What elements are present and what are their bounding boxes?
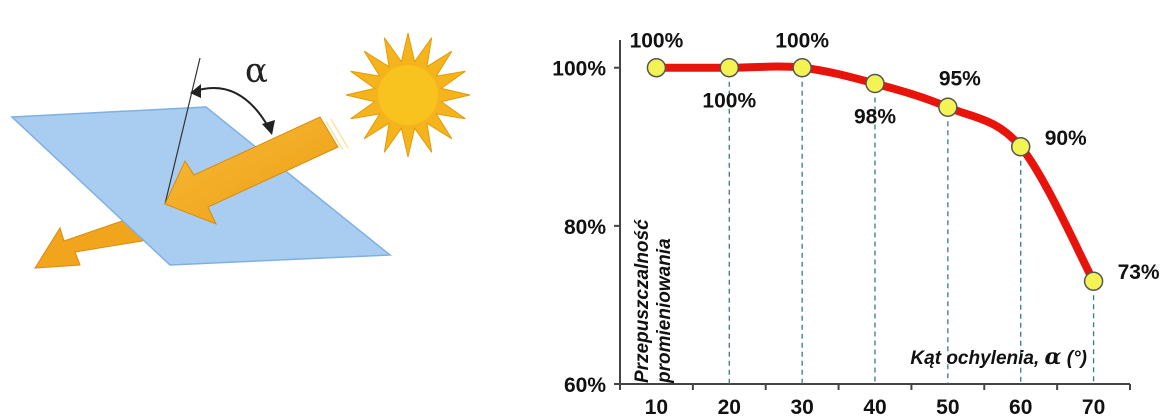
data-point [792,57,812,78]
y-tick-label: 100% [552,58,606,81]
data-point [719,57,740,78]
x-tick-label: 30 [790,396,813,419]
data-label: 95% [939,67,981,90]
y-axis-title-line2: promieniowania [654,238,675,384]
x-ticks: 10 20 30 40 50 60 70 [619,384,1131,419]
beam-edge-icon [330,118,349,149]
data-label: 98% [854,106,896,129]
beam-edge-icon [325,120,344,151]
data-label: 90% [1045,127,1087,150]
y-tick-label: 80% [564,216,606,239]
x-axis-title-symbol: α [1045,344,1062,370]
x-tick-label: 70 [1082,396,1105,419]
x-tick-label: 20 [718,396,741,419]
drop-lines [728,81,1095,384]
y-axis-title: Przepuszczalność promieniowania [632,219,675,384]
markers [646,57,1104,291]
data-label: 73% [1118,261,1160,284]
x-axis-title: Kąt ochylenia, α (°) [910,344,1087,370]
data-point [938,97,958,118]
x-tick-label: 40 [863,396,886,419]
x-axis-title-unit: (°) [1061,348,1087,369]
data-point [865,73,885,94]
chart: 60% 80% 100% 10 20 30 40 50 60 70 100% 100% 100% 98… [552,30,1160,419]
x-tick-label: 50 [936,396,959,419]
light-beam-arrow-icon [164,116,339,225]
data-point [1010,137,1031,157]
normal-line-icon [164,57,201,205]
data-point [646,57,667,78]
x-axis-title-text: Kąt ochylenia, [910,348,1044,369]
data-label: 100% [775,30,829,53]
illustration: α [10,32,471,269]
data-point [1083,271,1104,291]
x-tick-label: 10 [645,396,668,419]
arc-arrowhead-right-icon [262,120,275,135]
data-label: 100% [630,30,684,53]
angle-symbol: α [245,51,268,91]
y-tick-label: 60% [564,374,606,397]
arc-arrowhead-left-icon [190,84,201,98]
sun-core-icon [378,65,438,125]
y-ticks: 60% 80% 100% [552,58,620,397]
data-labels: 100% 100% 100% 98% 95% 90% 73% [630,30,1160,284]
angle-arc-icon [191,87,271,131]
y-axis-title-line1: Przepuszczalność [632,219,653,383]
x-tick-label: 60 [1009,396,1032,419]
data-label: 100% [702,90,756,113]
